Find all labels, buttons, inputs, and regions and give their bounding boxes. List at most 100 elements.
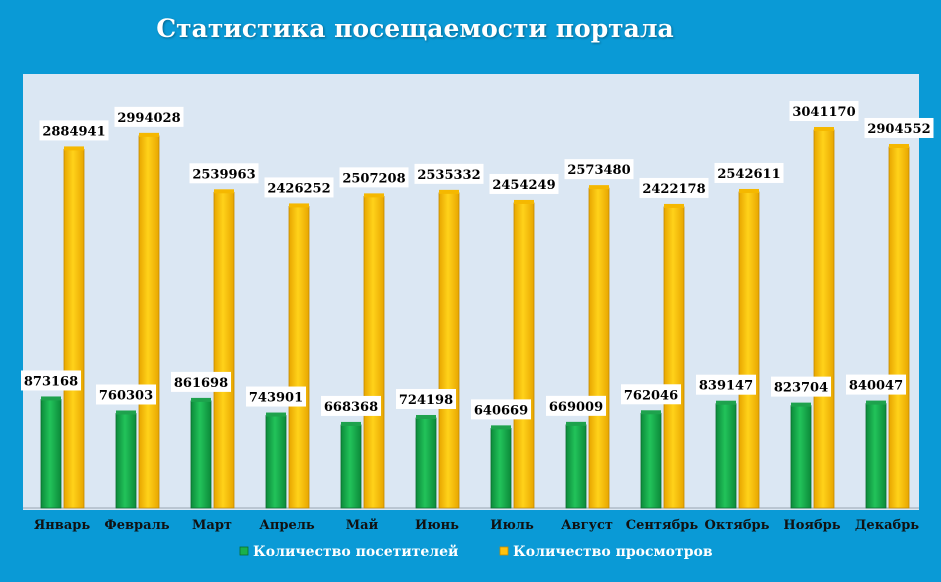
x-tick-label-3: Апрель: [259, 518, 315, 533]
bar-cap-views-5: [439, 189, 459, 194]
bar-views-5: [438, 192, 460, 509]
data-label-box-visitors-7: [546, 395, 606, 416]
bar-visitors-3: [265, 415, 287, 509]
bar-views-9: [738, 191, 760, 509]
bar-cap-visitors-2: [191, 397, 211, 402]
data-label-views-3: 2426252: [267, 181, 330, 196]
bar-cap-views-9: [739, 188, 759, 193]
data-label-box-views-10: [789, 101, 859, 121]
chart-title: Статистика посещаемости портала: [156, 14, 674, 43]
bar-visitors-10: [790, 405, 812, 509]
data-label-views-5: 2535332: [417, 168, 480, 183]
bar-views-3: [288, 206, 310, 509]
data-label-box-views-5: [414, 163, 484, 184]
bar-visitors-2: [190, 400, 212, 509]
data-label-visitors-11: 840047: [849, 379, 903, 394]
data-label-box-visitors-3: [246, 386, 306, 407]
bar-visitors-8: [640, 412, 662, 509]
x-tick-label-10: Ноябрь: [783, 518, 840, 533]
data-label-views-8: 2422178: [642, 182, 705, 197]
bar-visitors-7: [565, 424, 587, 509]
data-label-box-visitors-2: [171, 371, 231, 392]
data-label-box-visitors-6: [471, 399, 531, 420]
bar-cap-views-2: [214, 189, 234, 194]
data-label-box-views-2: [189, 163, 259, 184]
data-label-views-7: 2573480: [567, 163, 630, 178]
legend-swatch-1: [499, 546, 509, 556]
bar-cap-views-1: [139, 132, 159, 137]
data-label-views-1: 2994028: [117, 111, 180, 126]
bar-cap-views-10: [814, 127, 834, 131]
bar-cap-views-0: [64, 146, 84, 151]
bar-cap-visitors-5: [416, 414, 436, 419]
legend-label-1: Количество просмотров: [513, 544, 713, 560]
data-label-box-views-1: [114, 106, 184, 127]
data-label-views-9: 2542611: [717, 167, 780, 182]
data-label-visitors-4: 668368: [324, 400, 378, 415]
bar-cap-visitors-6: [491, 425, 511, 430]
x-tick-label-6: Июль: [490, 518, 534, 533]
bar-views-0: [63, 149, 85, 509]
data-label-box-visitors-8: [621, 384, 681, 405]
data-label-views-2: 2539963: [192, 167, 255, 182]
data-label-views-0: 2884941: [42, 124, 105, 139]
bar-views-10: [813, 129, 835, 509]
data-label-visitors-5: 724198: [399, 393, 453, 408]
data-label-box-views-7: [564, 159, 634, 180]
bar-visitors-5: [415, 417, 437, 509]
bar-cap-visitors-10: [791, 402, 811, 407]
x-tick-label-5: Июнь: [415, 518, 459, 533]
bar-views-11: [888, 146, 910, 509]
data-label-visitors-9: 839147: [699, 379, 753, 394]
data-label-box-visitors-10: [771, 376, 831, 397]
data-label-views-4: 2507208: [342, 171, 405, 186]
bar-visitors-0: [40, 399, 62, 509]
bar-cap-visitors-4: [341, 421, 361, 426]
data-label-box-views-3: [264, 177, 334, 198]
data-label-visitors-6: 640669: [474, 403, 528, 418]
data-label-box-visitors-1: [96, 384, 156, 405]
data-label-box-visitors-4: [321, 395, 381, 416]
bar-visitors-6: [490, 427, 512, 509]
bar-cap-visitors-7: [566, 421, 586, 426]
bar-cap-visitors-1: [116, 410, 136, 415]
data-label-box-visitors-11: [846, 374, 906, 395]
data-label-views-6: 2454249: [492, 178, 555, 193]
data-label-visitors-8: 762046: [624, 388, 678, 403]
bar-views-7: [588, 187, 610, 509]
legend-swatch-0: [239, 546, 249, 556]
data-label-box-views-8: [639, 177, 709, 198]
bar-views-1: [138, 135, 160, 509]
data-label-visitors-3: 743901: [249, 391, 303, 406]
x-tick-label-1: Февраль: [104, 518, 169, 533]
bar-views-8: [663, 206, 685, 509]
data-label-box-views-11: [864, 117, 934, 138]
data-label-views-11: 2904552: [867, 122, 930, 137]
data-label-views-10: 3041170: [792, 105, 855, 120]
bar-views-6: [513, 202, 535, 509]
data-label-box-visitors-5: [396, 388, 456, 409]
bar-cap-views-3: [289, 203, 309, 208]
data-label-box-visitors-0: [21, 370, 81, 391]
x-tick-label-7: Август: [561, 518, 613, 533]
data-label-visitors-0: 873168: [24, 374, 78, 389]
x-tick-label-9: Октябрь: [705, 518, 770, 533]
x-tick-label-0: Январь: [34, 518, 91, 533]
bar-visitors-11: [865, 403, 887, 509]
plot-area: [23, 74, 919, 510]
x-tick-label-11: Декабрь: [855, 518, 919, 533]
bar-cap-views-7: [589, 185, 609, 190]
data-label-box-views-0: [39, 120, 109, 141]
bar-views-2: [213, 191, 235, 509]
bar-cap-views-11: [889, 143, 909, 148]
bar-cap-visitors-11: [866, 400, 886, 405]
x-tick-label-8: Сентябрь: [626, 518, 699, 533]
bar-cap-visitors-8: [641, 410, 661, 415]
data-label-visitors-1: 760303: [99, 388, 153, 403]
data-label-box-views-9: [714, 162, 784, 183]
bar-visitors-4: [340, 424, 362, 509]
bar-visitors-1: [115, 413, 137, 509]
bar-views-4: [363, 195, 385, 509]
